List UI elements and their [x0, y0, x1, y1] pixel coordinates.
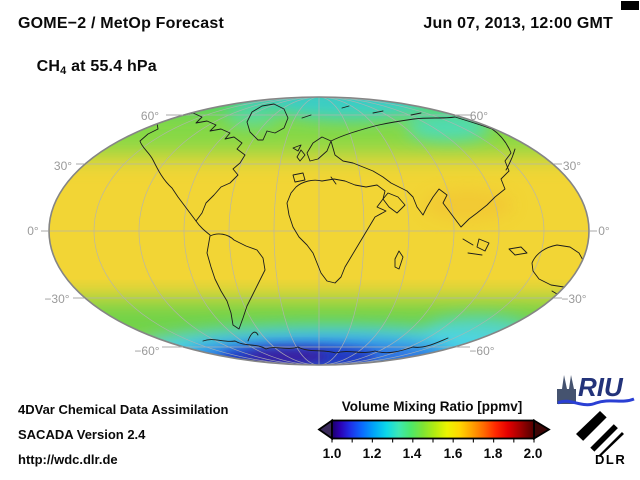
riu-logo: RIU	[557, 372, 635, 407]
colorbar-left-arrow	[317, 418, 333, 441]
lat-labels: 60° 30° 0° −30° −60° 60° 30° 0° −30° −60…	[27, 109, 610, 358]
formula-subscript: 4	[60, 65, 67, 77]
colorbar	[317, 418, 551, 443]
lat-label-right-m30: −30°	[561, 292, 586, 306]
colorbar-title: Volume Mixing Ratio [ppmv]	[341, 399, 523, 414]
colorbar-tick-1.8: 1.8	[483, 446, 503, 461]
graticule	[49, 97, 589, 365]
lat-label-right-m60: −60°	[469, 344, 494, 358]
ch4-field	[49, 97, 589, 365]
lat-label-left-m60: −60°	[134, 344, 159, 358]
lat-label-left-60: 60°	[141, 109, 159, 123]
colorbar-right-arrow	[533, 418, 551, 441]
page-title: GOME−2 / MetOp Forecast	[18, 15, 224, 32]
credit-line-2: SACADA Version 2.4	[18, 427, 146, 442]
page-subtitle: CH4 at 55.4 hPa	[18, 40, 157, 95]
dlr-logo-text: DLR	[595, 452, 626, 467]
species-formula: CH	[36, 58, 61, 75]
colorbar-tick-2.0: 2.0	[523, 446, 543, 461]
datetime-stamp: Jun 07, 2013, 12:00 GMT	[423, 15, 613, 32]
level-text: at 55.4 hPa	[66, 58, 157, 75]
riu-logo-text: RIU	[578, 372, 624, 402]
riu-wave	[557, 397, 635, 407]
lat-label-left-m30: −30°	[44, 292, 69, 306]
map-outline	[48, 96, 590, 366]
lat-label-right-0: 0°	[598, 224, 610, 238]
lat-label-right-30: 30°	[563, 159, 581, 173]
credit-line-1: 4DVar Chemical Data Assimilation	[18, 402, 229, 417]
cathedral-icon	[557, 375, 576, 404]
lat-label-left-30: 30°	[54, 159, 72, 173]
lat-label-left-0: 0°	[27, 224, 39, 238]
dlr-logo: DLR	[576, 411, 626, 467]
coastlines	[139, 103, 585, 354]
lat-label-ticks	[41, 114, 597, 348]
colorbar-tick-1.4: 1.4	[402, 446, 422, 461]
dlr-cut-1	[579, 412, 619, 452]
credit-url: http://wdc.dlr.de	[18, 452, 118, 467]
colorbar-tick-1.6: 1.6	[443, 446, 463, 461]
colorbar-tick-1.0: 1.0	[322, 446, 342, 461]
lat-label-right-60: 60°	[470, 109, 488, 123]
colorbar-gradient	[331, 419, 535, 440]
dlr-cut-2	[591, 427, 623, 459]
corner-marker	[621, 1, 639, 10]
colorbar-tick-1.2: 1.2	[362, 446, 382, 461]
